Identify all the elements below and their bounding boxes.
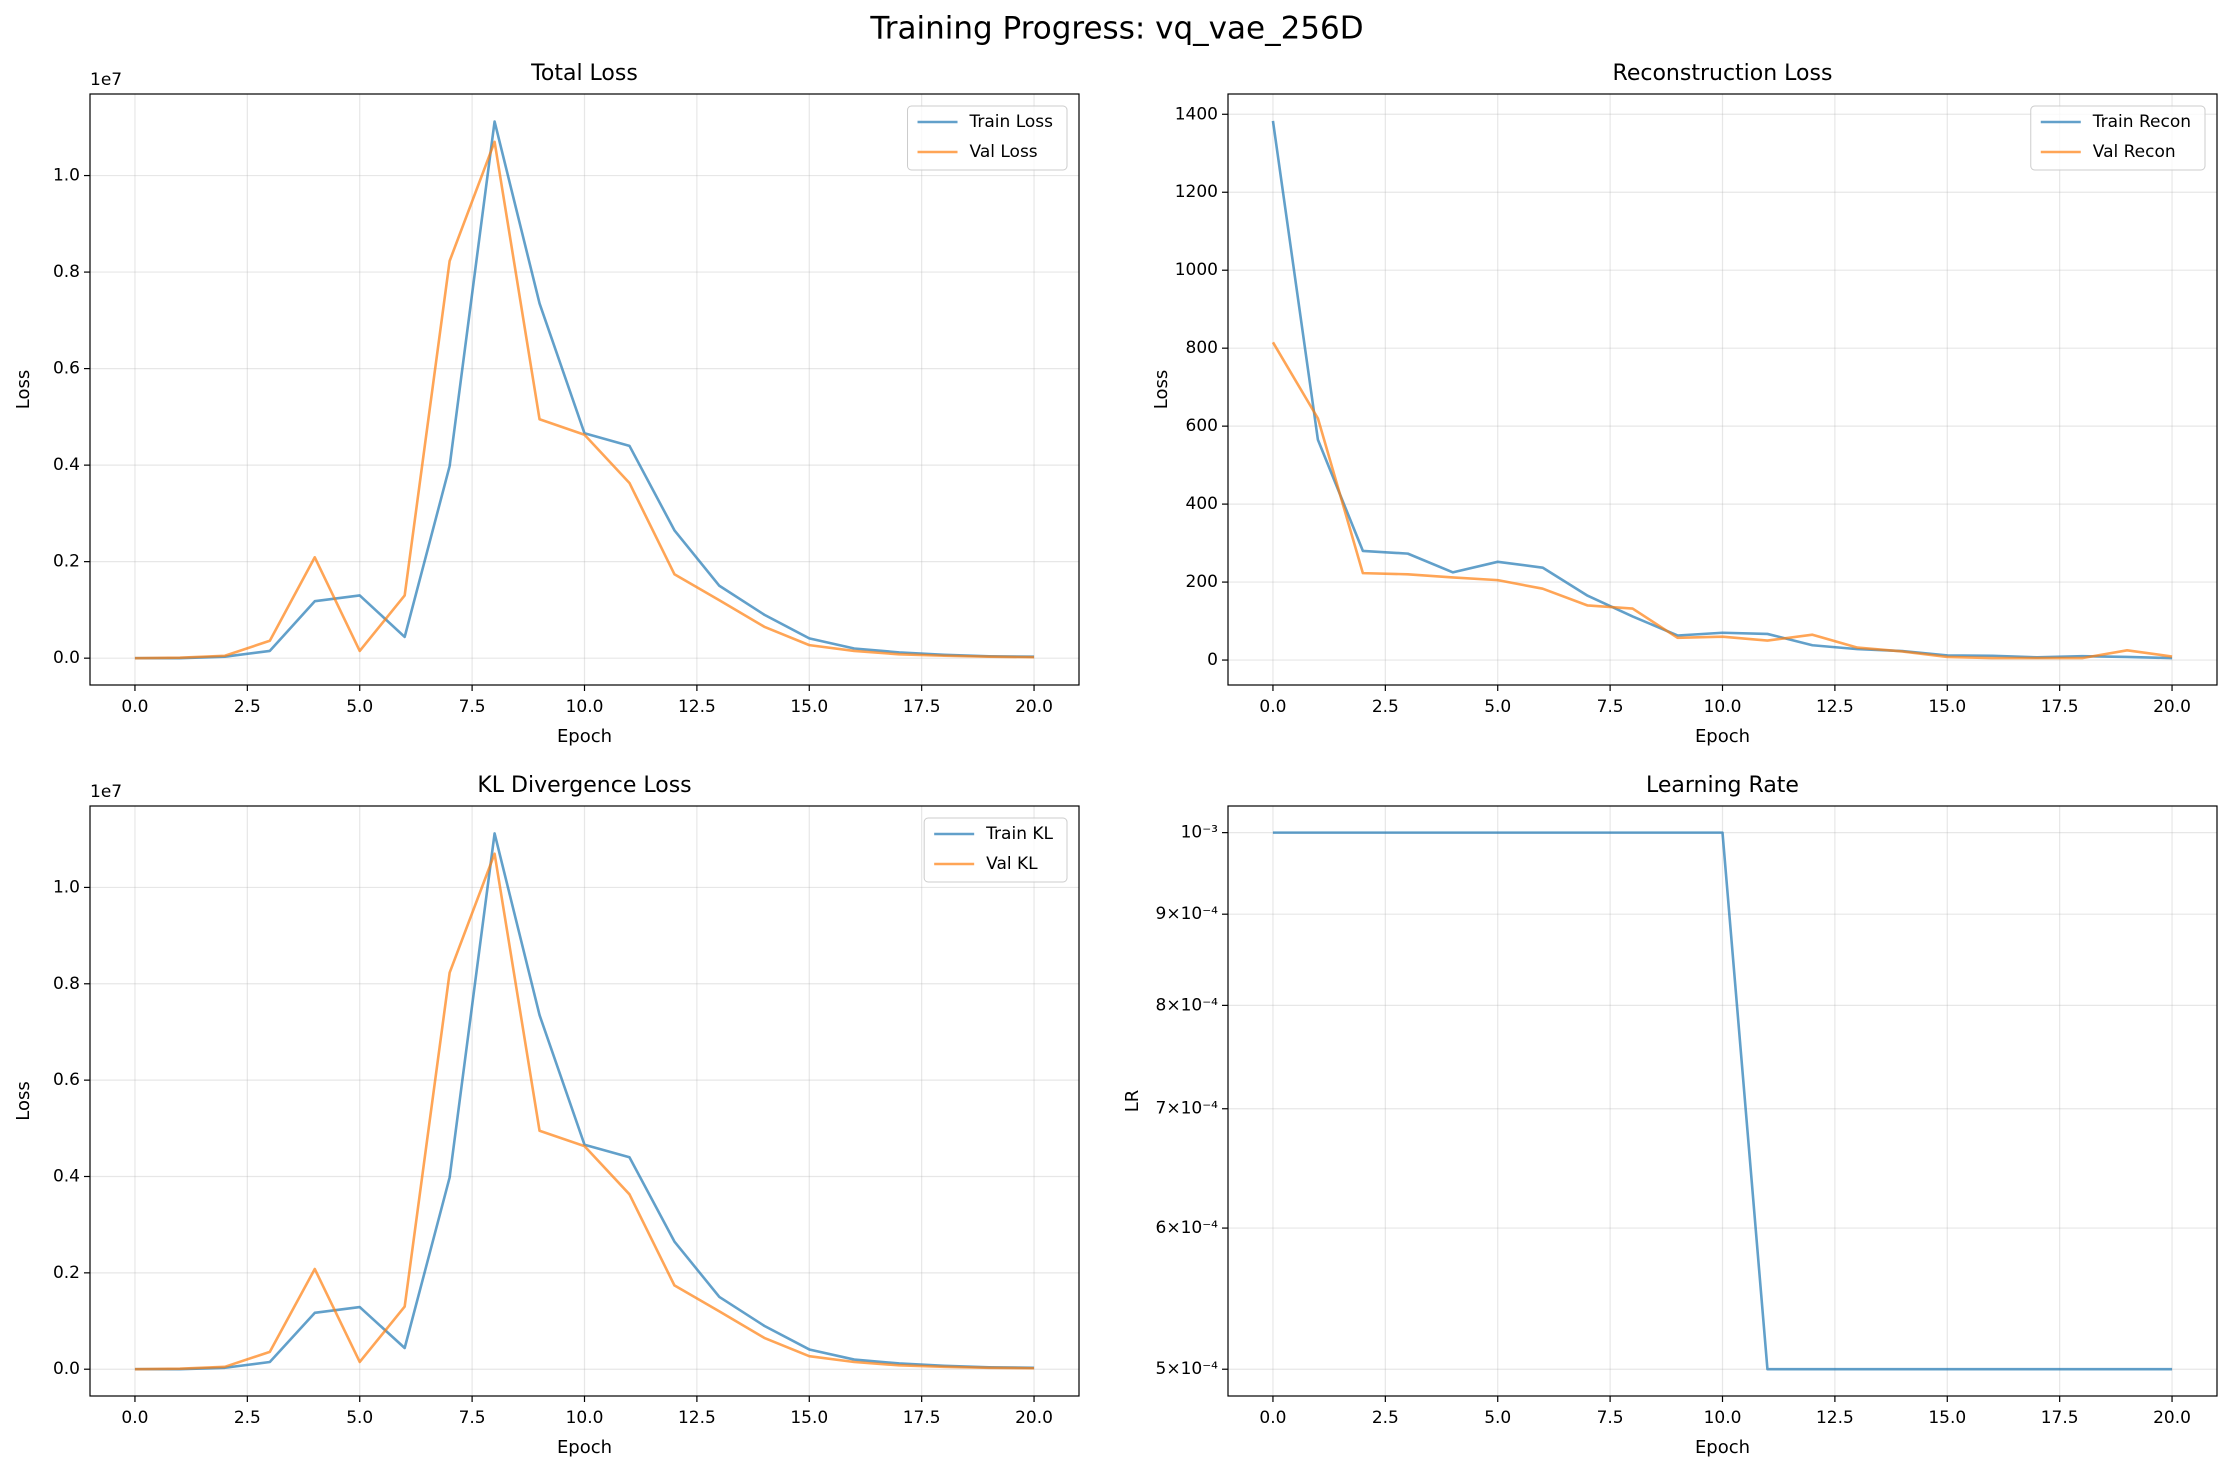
y-offset-label: 1e7 xyxy=(90,70,122,90)
y-tick-label: 1200 xyxy=(1175,182,1218,202)
y-axis-label: Loss xyxy=(1151,370,1172,409)
x-tick-label: 7.5 xyxy=(459,1408,486,1428)
y-tick-label: 0.2 xyxy=(53,552,80,572)
x-tick-label: 12.5 xyxy=(1816,697,1854,717)
x-tick-label: 2.5 xyxy=(234,697,261,717)
y-tick-label: 200 xyxy=(1186,572,1218,592)
x-tick-label: 0.0 xyxy=(1259,1408,1286,1428)
y-tick-label: 1000 xyxy=(1175,260,1218,280)
legend-label: Val KL xyxy=(986,854,1038,874)
x-tick-label: 17.5 xyxy=(903,1408,941,1428)
y-tick-label: 0 xyxy=(1207,650,1218,670)
x-axis-label: Epoch xyxy=(557,726,612,747)
y-tick-label: 600 xyxy=(1186,416,1218,436)
data-line xyxy=(1272,831,2173,1371)
axes-frame xyxy=(1227,93,2218,686)
data-line xyxy=(134,852,1035,1371)
x-tick-label: 5.0 xyxy=(346,697,373,717)
y-tick-label: 0.0 xyxy=(53,648,80,668)
legend-label: Train Recon xyxy=(2092,112,2191,132)
y-tick-label: 0.2 xyxy=(53,1263,80,1283)
y-tick-label: 0.6 xyxy=(53,1070,80,1090)
y-offset-label: 1e7 xyxy=(90,782,122,802)
x-tick-label: 2.5 xyxy=(1372,1408,1399,1428)
x-tick-label: 20.0 xyxy=(1015,1408,1053,1428)
x-tick-label: 0.0 xyxy=(1259,697,1286,717)
y-tick-label: 0.4 xyxy=(53,1166,80,1186)
x-tick-label: 7.5 xyxy=(1597,1408,1624,1428)
data-line xyxy=(134,120,1035,660)
y-tick-label: 0.0 xyxy=(53,1359,80,1379)
x-axis-label: Epoch xyxy=(557,1437,612,1458)
y-tick-label: 1.0 xyxy=(53,877,80,897)
x-tick-label: 17.5 xyxy=(2041,1408,2079,1428)
data-line xyxy=(1271,341,2173,660)
x-tick-label: 2.5 xyxy=(234,1408,261,1428)
y-tick-label: 0.8 xyxy=(53,262,80,282)
x-tick-label: 20.0 xyxy=(2153,697,2191,717)
x-tick-label: 7.5 xyxy=(459,697,486,717)
x-tick-label: 20.0 xyxy=(2153,1408,2191,1428)
x-axis-label: Epoch xyxy=(1695,726,1750,747)
y-tick-label: 0.6 xyxy=(53,359,80,379)
x-tick-label: 20.0 xyxy=(1015,697,1053,717)
y-tick-label: 400 xyxy=(1186,494,1218,514)
x-tick-label: 0.0 xyxy=(121,697,148,717)
chart-title: Learning Rate xyxy=(1646,773,1799,798)
x-tick-label: 17.5 xyxy=(2041,697,2079,717)
data-line xyxy=(134,140,1035,660)
x-tick-label: 10.0 xyxy=(1704,697,1742,717)
legend: Train Loss Val Loss xyxy=(907,105,1068,171)
x-tick-label: 5.0 xyxy=(1484,697,1511,717)
axes-frame xyxy=(1227,805,2218,1397)
y-axis-label: Loss xyxy=(13,370,34,409)
x-tick-label: 10.0 xyxy=(566,1408,604,1428)
x-tick-label: 15.0 xyxy=(790,697,828,717)
legend-label: Train Loss xyxy=(969,112,1054,132)
data-line xyxy=(134,832,1035,1371)
x-tick-label: 17.5 xyxy=(903,697,941,717)
x-tick-label: 12.5 xyxy=(678,1408,716,1428)
x-tick-label: 12.5 xyxy=(1816,1408,1854,1428)
chart-title: Total Loss xyxy=(530,61,638,86)
figure-title: Training Progress: vq_vae_256D xyxy=(869,11,1363,47)
x-tick-label: 5.0 xyxy=(346,1408,373,1428)
x-tick-label: 5.0 xyxy=(1484,1408,1511,1428)
x-tick-label: 10.0 xyxy=(1704,1408,1742,1428)
chart-title: KL Divergence Loss xyxy=(477,773,691,798)
y-tick-label: 7×10⁻⁴ xyxy=(1156,1099,1219,1119)
x-tick-label: 0.0 xyxy=(121,1408,148,1428)
x-tick-label: 15.0 xyxy=(790,1408,828,1428)
y-tick-label: 0.8 xyxy=(53,974,80,994)
legend-label: Train KL xyxy=(985,824,1053,844)
x-tick-label: 10.0 xyxy=(566,697,604,717)
axes-frame xyxy=(89,805,1080,1397)
legend: Train Recon Val Recon xyxy=(2030,105,2206,171)
x-axis-label: Epoch xyxy=(1695,1437,1750,1458)
y-tick-label: 6×10⁻⁴ xyxy=(1156,1218,1219,1238)
y-tick-label: 1.0 xyxy=(53,166,80,186)
x-tick-label: 2.5 xyxy=(1372,697,1399,717)
y-tick-label: 800 xyxy=(1186,338,1218,358)
axes-frame xyxy=(89,93,1080,686)
legend-label: Val Loss xyxy=(970,142,1038,162)
y-tick-label: 5×10⁻⁴ xyxy=(1156,1359,1219,1379)
y-tick-label: 9×10⁻⁴ xyxy=(1156,904,1219,924)
y-tick-label: 1400 xyxy=(1175,104,1218,124)
x-tick-label: 12.5 xyxy=(678,697,716,717)
y-tick-label: 10⁻³ xyxy=(1181,823,1218,843)
x-tick-label: 15.0 xyxy=(1928,697,1966,717)
y-tick-label: 8×10⁻⁴ xyxy=(1156,995,1219,1015)
y-tick-label: 0.4 xyxy=(53,455,80,475)
x-tick-label: 15.0 xyxy=(1928,1408,1966,1428)
y-axis-label: Loss xyxy=(13,1081,34,1120)
legend-label: Val Recon xyxy=(2093,142,2176,162)
y-axis-label: LR xyxy=(1122,1090,1143,1113)
chart-title: Reconstruction Loss xyxy=(1613,61,1833,86)
x-tick-label: 7.5 xyxy=(1597,697,1624,717)
legend: Train KL Val KL xyxy=(923,817,1068,883)
